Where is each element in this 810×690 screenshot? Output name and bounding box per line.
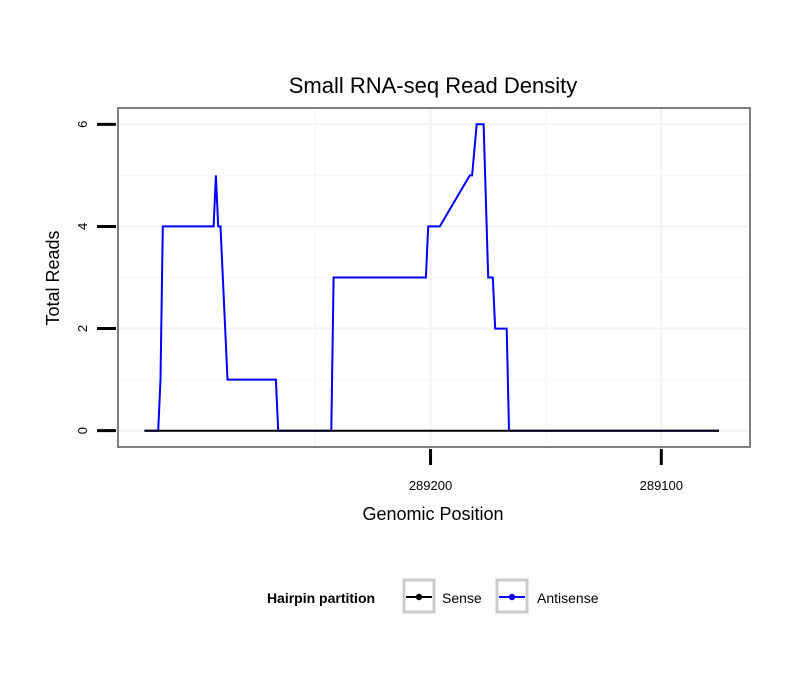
- legend-point-sense: [415, 593, 423, 601]
- x-axis-title: Genomic Position: [362, 504, 503, 524]
- legend-label-sense: Sense: [442, 590, 482, 606]
- legend-title: Hairpin partition: [267, 590, 375, 606]
- plot-panel-border: [117, 107, 751, 448]
- x-tick-label: 289100: [640, 478, 683, 493]
- grid: [119, 109, 749, 446]
- chart-title: Small RNA-seq Read Density: [289, 73, 578, 98]
- series-layer: [144, 123, 719, 432]
- series-line-antisense: [144, 123, 719, 432]
- y-tick-label: 0: [75, 427, 90, 434]
- legend-point-antisense: [508, 593, 516, 601]
- ticks-layer: 0 2 4 6 289200 289100: [75, 121, 683, 493]
- legend: Hairpin partition Sense Antisense: [267, 578, 599, 614]
- legend-label-antisense: Antisense: [537, 590, 599, 606]
- y-axis-title: Total Reads: [43, 230, 63, 325]
- x-tick-label: 289200: [409, 478, 452, 493]
- y-tick-label: 2: [75, 325, 90, 332]
- y-tick-label: 4: [75, 223, 90, 230]
- y-tick-label: 6: [75, 121, 90, 128]
